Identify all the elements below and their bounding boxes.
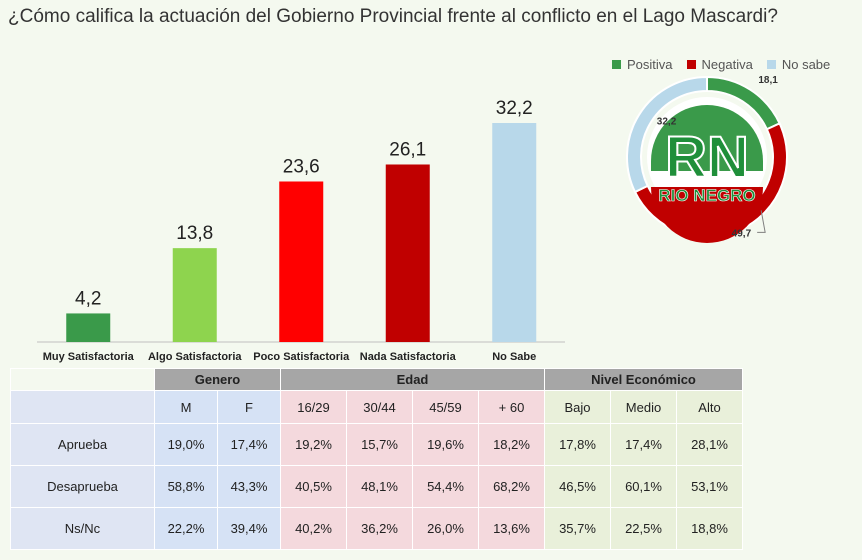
legend-item-no-sabe: No sabe <box>766 57 831 72</box>
table-cell: 36,2% <box>346 507 413 550</box>
group-header-edad: Edad <box>280 368 545 391</box>
table-cell: 18,2% <box>478 423 545 466</box>
bar-value-label: 32,2 <box>496 98 533 119</box>
table-row: Aprueba 19,0% 17,4% 19,2% 15,7% 19,6% 18… <box>10 423 743 466</box>
bar-5 <box>492 123 537 342</box>
donut-leader-line <box>757 210 766 233</box>
legend-label: Positiva <box>627 57 673 72</box>
table-cell: 40,2% <box>280 507 347 550</box>
table-cell: 26,0% <box>412 507 479 550</box>
bar-3 <box>279 181 324 342</box>
bar-value-label: 13,8 <box>176 223 213 244</box>
legend-label: No sabe <box>781 57 831 72</box>
column-header: F <box>217 390 281 424</box>
table-row: Desaprueba 58,8% 43,3% 40,5% 48,1% 54,4%… <box>10 465 743 508</box>
logo-sub-text: RIO NEGRO <box>658 186 755 205</box>
table-cell: 17,4% <box>610 423 677 466</box>
column-header: Medio <box>610 390 677 424</box>
bar-value-label: 26,1 <box>389 139 426 160</box>
table-cell: 19,6% <box>412 423 479 466</box>
table-cell: 48,1% <box>346 465 413 508</box>
table-row: Ns/Nc 22,2% 39,4% 40,2% 36,2% 26,0% 13,6… <box>10 507 743 550</box>
bar-chart: 4,2 Muy Satisfactoria 13,8 Algo Satisfactor… <box>37 98 565 363</box>
group-header-genero: Genero <box>154 368 281 391</box>
donut-value-label: 49,7 <box>732 228 752 239</box>
bar-category-label: Muy Satisfactoria <box>43 351 135 363</box>
bar-1 <box>66 313 111 342</box>
legend-label: Negativa <box>701 57 753 72</box>
table-cell: 15,7% <box>346 423 413 466</box>
crosstab-table: Genero Edad Nivel Económico M F 16/29 30… <box>10 368 743 550</box>
bar-category-label: Poco Satisfactoria <box>253 351 350 363</box>
column-header: Bajo <box>544 390 611 424</box>
table-cell: 13,6% <box>478 507 545 550</box>
table-cell: 35,7% <box>544 507 611 550</box>
table-cell: 19,0% <box>154 423 218 466</box>
table-cell: 58,8% <box>154 465 218 508</box>
corner-cell <box>10 390 155 424</box>
legend-item-negativa: Negativa <box>686 57 753 72</box>
table-cell: 39,4% <box>217 507 281 550</box>
column-header: + 60 <box>478 390 545 424</box>
table-cell: 18,8% <box>676 507 743 550</box>
legend-swatch <box>686 60 696 69</box>
column-header: 45/59 <box>412 390 479 424</box>
bar-category-label: Nada Satisfactoria <box>360 351 457 363</box>
legend-swatch <box>766 60 776 69</box>
donut-value-label: 32,2 <box>657 116 677 127</box>
table-cell: 22,5% <box>610 507 677 550</box>
table-cell: 22,2% <box>154 507 218 550</box>
donut-value-label: 18,1 <box>758 75 778 86</box>
donut-legend: Positiva Negativa No sabe <box>612 57 830 72</box>
table-cell: 19,2% <box>280 423 347 466</box>
bar-4 <box>385 164 430 342</box>
table-cell: 53,1% <box>676 465 743 508</box>
table-cell: 68,2% <box>478 465 545 508</box>
table-cell: 17,8% <box>544 423 611 466</box>
bar-category-label: No Sabe <box>492 351 536 363</box>
donut-slice-no-sabe <box>626 75 708 194</box>
bar-2 <box>172 248 217 342</box>
group-header-row: Genero Edad Nivel Económico <box>10 368 743 391</box>
bar-value-label: 4,2 <box>75 288 101 309</box>
legend-item-positiva: Positiva <box>612 57 673 72</box>
row-label: Ns/Nc <box>10 507 155 550</box>
legend-swatch <box>612 60 621 69</box>
bar-category-label: Algo Satisfactoria <box>148 351 242 363</box>
table-cell: 17,4% <box>217 423 281 466</box>
table-cell: 60,1% <box>610 465 677 508</box>
column-header: Alto <box>676 390 743 424</box>
row-label: Desaprueba <box>10 465 155 508</box>
column-header: 30/44 <box>346 390 413 424</box>
group-header-nivel: Nivel Económico <box>544 368 743 391</box>
table-cell: 40,5% <box>280 465 347 508</box>
column-header: 16/29 <box>280 390 347 424</box>
row-label: Aprueba <box>10 423 155 466</box>
bar-value-label: 23,6 <box>283 156 320 177</box>
table-cell: 54,4% <box>412 465 479 508</box>
logo-green-top <box>651 105 763 171</box>
logo-main-text: RN <box>665 125 749 190</box>
logo-red-bottom <box>651 187 763 243</box>
table-cell: 46,5% <box>544 465 611 508</box>
chart-title: ¿Cómo califica la actuación del Gobierno… <box>8 6 778 27</box>
table-cell: 43,3% <box>217 465 281 508</box>
column-header-row: M F 16/29 30/44 45/59 + 60 Bajo Medio Al… <box>10 390 743 424</box>
corner-cell <box>10 368 155 391</box>
table-cell: 28,1% <box>676 423 743 466</box>
column-header: M <box>154 390 218 424</box>
